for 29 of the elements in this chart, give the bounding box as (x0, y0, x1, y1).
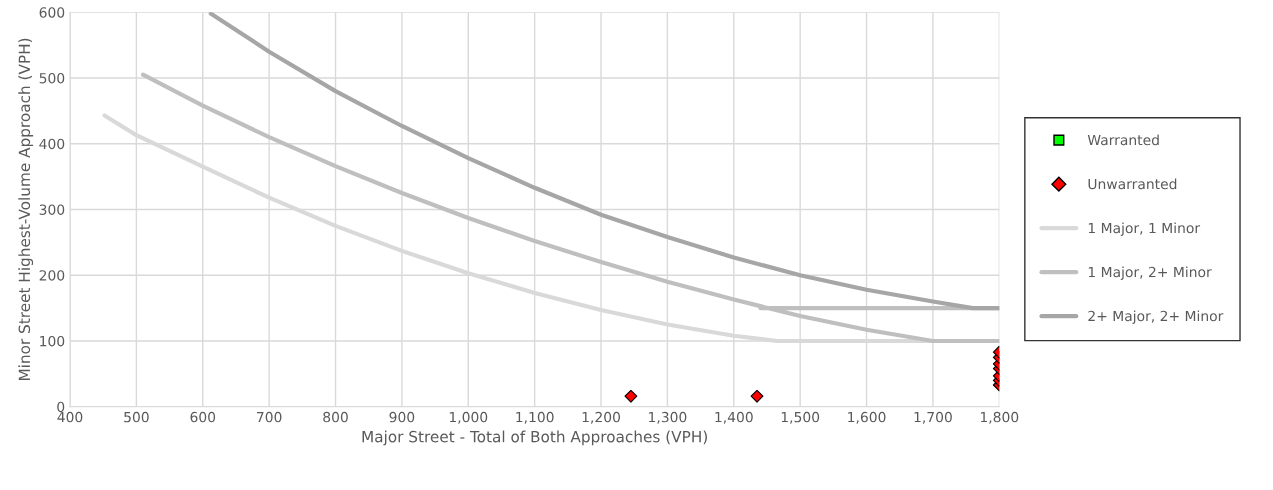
y-axis-title: Minor Street Highest-Volume Approach (VPH) (18, 38, 34, 381)
legend-label: 1 Major, 1 Minor (1088, 222, 1201, 236)
x-tick-label: 1,300 (649, 411, 687, 424)
x-tick-label: 1,400 (715, 411, 753, 424)
legend-label: 2+ Major, 2+ Minor (1088, 310, 1224, 324)
x-tick-label: 1,700 (914, 411, 952, 424)
x-tick-label: 900 (389, 411, 415, 423)
x-tick-label: 1,600 (848, 411, 886, 424)
x-tick-label: 800 (323, 411, 348, 423)
y-tick-label: 100 (40, 335, 65, 347)
y-tick-label: 300 (39, 204, 65, 215)
x-tick-label: 500 (124, 411, 149, 423)
x-tick-label: 600 (190, 411, 216, 423)
x-tick-label: 1,100 (516, 411, 554, 424)
y-tick-label: 200 (39, 270, 65, 281)
y-tick-label: 500 (39, 72, 65, 84)
x-tick-label: 700 (257, 411, 282, 423)
y-tick-label: 600 (39, 7, 65, 18)
y-tick-label: 400 (39, 138, 65, 150)
y-tick-label: 0 (57, 401, 65, 413)
legend-label: Warranted (1087, 134, 1159, 146)
x-tick-label: 1,800 (980, 411, 1019, 424)
x-tick-label: 1,000 (449, 411, 488, 424)
x-axis-title: Major Street - Total of Both Approaches (VPH) (362, 430, 707, 446)
legend-label: Unwarranted (1088, 178, 1177, 190)
legend-label: 1 Major, 2+ Minor (1088, 266, 1212, 280)
x-tick-label: 1,500 (781, 411, 820, 424)
x-tick-label: 400 (57, 411, 83, 423)
x-tick-label: 1,200 (582, 411, 620, 424)
